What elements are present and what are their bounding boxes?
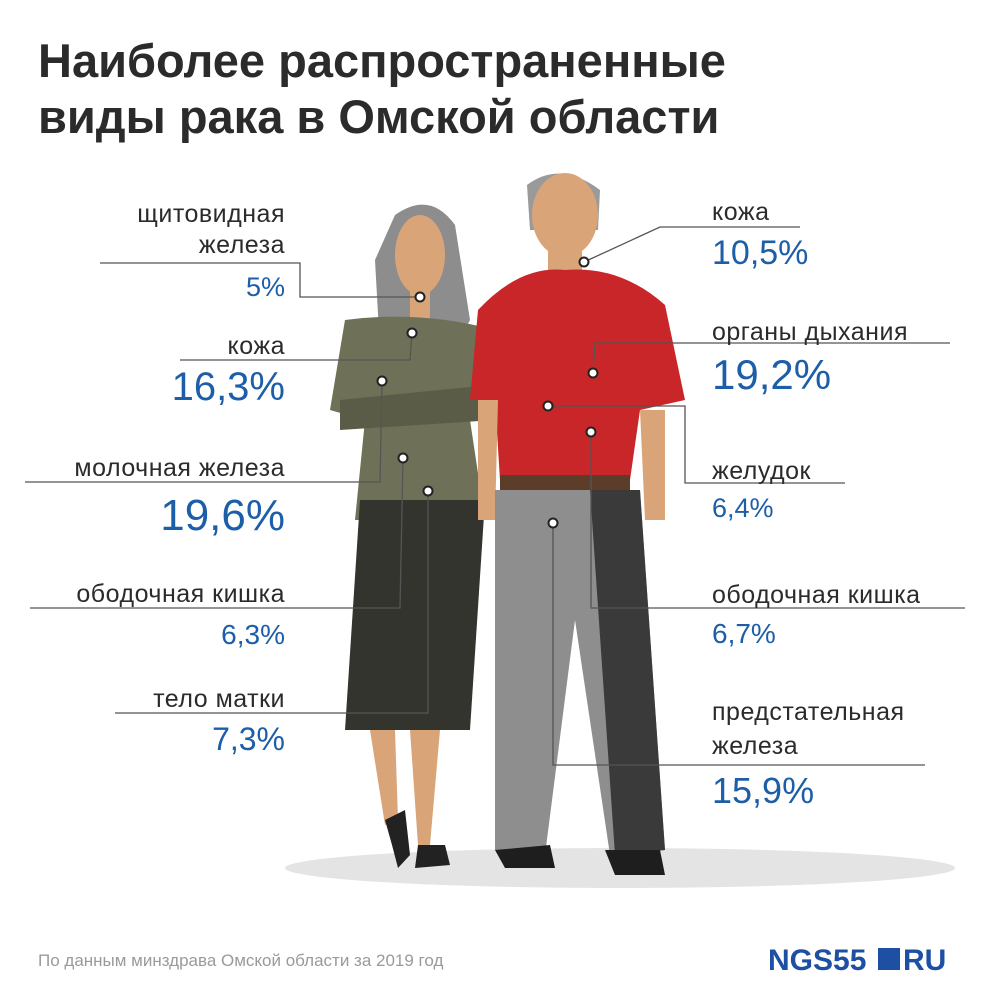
marker-dot	[587, 367, 599, 379]
leader-line	[552, 523, 925, 766]
marker-dot	[414, 291, 426, 303]
cancer-percent: 6,4%	[712, 493, 774, 523]
marker-dot	[547, 517, 559, 529]
leader-line	[548, 405, 845, 484]
leader-line	[180, 332, 413, 361]
cancer-label: молочная железа	[74, 454, 285, 482]
logo-main: NGS55	[768, 944, 866, 977]
cancer-percent: 6,7%	[712, 618, 776, 649]
leader-line	[115, 491, 429, 714]
leader-line	[100, 262, 420, 298]
cancer-label: органы дыхания	[712, 318, 908, 346]
cancer-label: щитовидная	[137, 200, 285, 228]
cancer-label: железа	[199, 231, 285, 259]
cancer-label: тело матки	[153, 685, 285, 713]
marker-dot	[578, 256, 590, 268]
cancer-percent: 7,3%	[212, 721, 285, 757]
cancer-percent: 10,5%	[712, 234, 808, 272]
source: По данным минздрава Омской области за 20…	[38, 951, 443, 970]
marker-dot	[542, 400, 554, 412]
cancer-percent: 19,2%	[712, 351, 831, 398]
illustration	[285, 173, 955, 888]
cancer-percent: 19,6%	[160, 491, 285, 540]
leader-line	[30, 457, 404, 609]
title-line: Наиболее распространенные	[38, 34, 726, 87]
marker-dot	[422, 485, 434, 497]
logo-square	[878, 948, 900, 970]
leader-line	[25, 380, 383, 483]
leader-line	[583, 226, 800, 263]
marker-dot	[406, 327, 418, 339]
title-line: виды рака в Омской области	[38, 90, 719, 143]
leader-line	[590, 432, 965, 609]
cancer-percent: 16,3%	[172, 365, 285, 409]
cancer-percent: 6,3%	[221, 619, 285, 650]
cancer-label: желудок	[712, 457, 812, 485]
leader-line	[592, 342, 950, 374]
cancer-label: ободочная кишка	[76, 580, 285, 608]
cancer-label: предстательная	[712, 698, 905, 726]
cancer-label: ободочная кишка	[712, 581, 921, 609]
cancer-label: железа	[712, 732, 798, 760]
marker-dot	[376, 375, 388, 387]
marker-dot	[585, 426, 597, 438]
cancer-label: кожа	[712, 198, 769, 226]
logo-suffix: RU	[903, 944, 946, 977]
cancer-percent: 15,9%	[712, 770, 814, 811]
cancer-label: кожа	[228, 332, 285, 360]
marker-dot	[397, 452, 409, 464]
cancer-percent: 5%	[246, 272, 285, 302]
